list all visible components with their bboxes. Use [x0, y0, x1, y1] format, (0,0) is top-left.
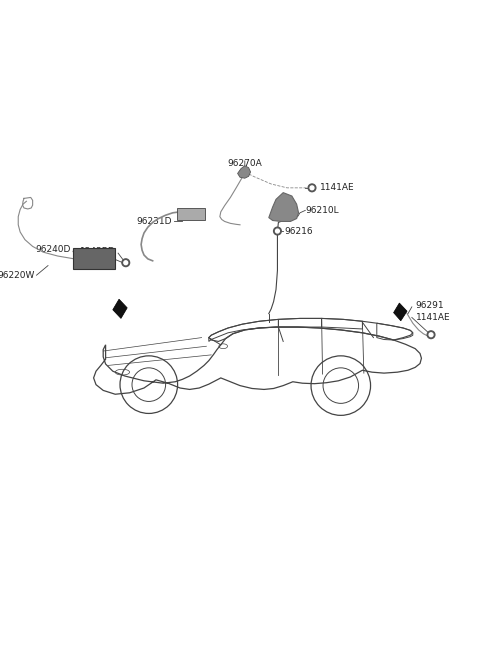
Text: 96210L: 96210L	[305, 206, 339, 215]
Circle shape	[276, 229, 279, 233]
Text: 96216: 96216	[284, 226, 313, 236]
Text: 1243BD: 1243BD	[81, 247, 116, 256]
Circle shape	[124, 261, 128, 264]
FancyBboxPatch shape	[177, 208, 205, 220]
Text: 84777D: 84777D	[81, 253, 116, 262]
Polygon shape	[394, 303, 407, 321]
Text: 1141AE: 1141AE	[416, 313, 450, 322]
Text: 96220W: 96220W	[0, 271, 35, 279]
Circle shape	[427, 331, 435, 338]
Polygon shape	[238, 166, 251, 178]
Circle shape	[308, 184, 316, 192]
Polygon shape	[113, 299, 127, 318]
Polygon shape	[269, 193, 299, 222]
Text: 96291: 96291	[416, 301, 444, 310]
Circle shape	[429, 333, 433, 337]
Circle shape	[274, 227, 281, 235]
Circle shape	[310, 186, 314, 190]
Text: 96231D: 96231D	[136, 217, 172, 226]
Text: 1141AE: 1141AE	[320, 183, 354, 192]
FancyBboxPatch shape	[73, 249, 115, 270]
Text: 96240D: 96240D	[36, 245, 71, 254]
Circle shape	[122, 259, 130, 266]
Text: 96270A: 96270A	[228, 159, 262, 168]
